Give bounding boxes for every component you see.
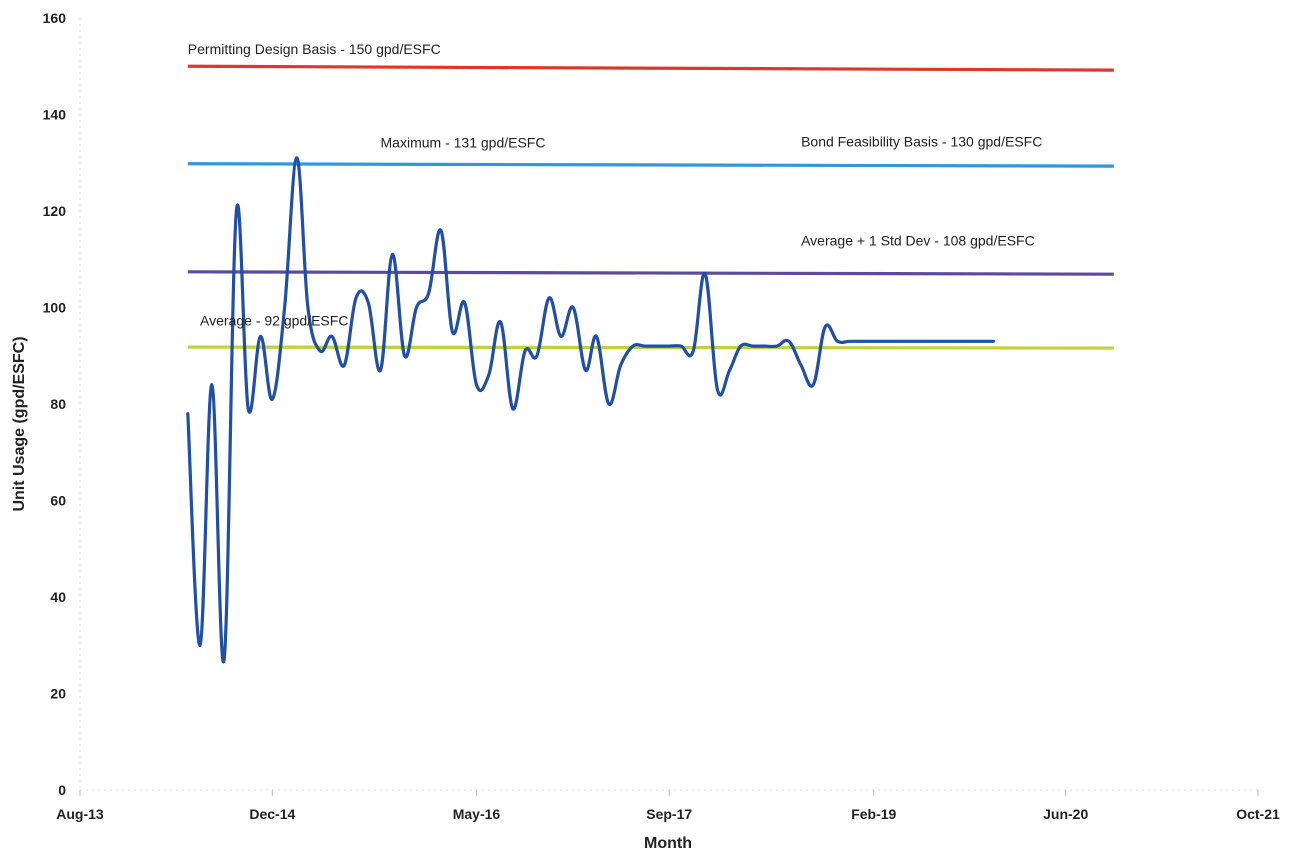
x-tick-label: Sep-17: [646, 806, 692, 822]
reference-line: [187, 270, 1114, 276]
reference-lines: [187, 64, 1114, 350]
y-axis-title: Unit Usage (gpd/ESFC): [11, 336, 28, 511]
y-tick-label: 140: [43, 107, 67, 123]
series-layer: [186, 156, 995, 664]
y-tick-label: 160: [43, 10, 67, 26]
y-ticks: 0 20 40 60 80 100 120 140 160: [43, 10, 67, 798]
reference-line-label: Maximum - 131 gpd/ESFC: [381, 134, 546, 150]
y-tick-label: 20: [50, 686, 66, 702]
x-axis-title: Month: [644, 835, 692, 852]
y-tick-label: 100: [43, 300, 67, 316]
axes: [79, 18, 1258, 791]
x-tick-label: Oct-21: [1236, 806, 1280, 822]
x-tick-label: Dec-14: [249, 806, 295, 822]
reference-line-label: Permitting Design Basis - 150 gpd/ESFC: [188, 41, 441, 57]
x-tick-label: May-16: [453, 806, 501, 822]
y-tick-label: 120: [43, 203, 67, 219]
y-tick-label: 80: [50, 396, 66, 412]
y-tick-label: 60: [50, 493, 66, 509]
y-tick-label: 0: [58, 782, 66, 798]
x-tick-label: Feb-19: [851, 806, 896, 822]
y-tick-label: 40: [50, 589, 66, 605]
series-line: [186, 156, 995, 664]
reference-line: [187, 64, 1114, 72]
reference-line-label: Average - 92 gpd/ESFC: [200, 312, 348, 328]
x-ticks: Aug-13 Dec-14 May-16 Sep-17 Feb-19 Jun-20 Oct-…: [56, 790, 1280, 822]
x-tick-label: Aug-13: [56, 806, 104, 822]
reference-line: [187, 162, 1114, 168]
x-tick-label: Jun-20: [1043, 806, 1088, 822]
reference-labels: Permitting Design Basis - 150 gpd/ESFC Ma…: [188, 41, 1043, 328]
reference-line-label: Average + 1 Std Dev - 108 gpd/ESFC: [801, 233, 1035, 249]
reference-line-label: Bond Feasibility Basis - 130 gpd/ESFC: [801, 133, 1042, 149]
